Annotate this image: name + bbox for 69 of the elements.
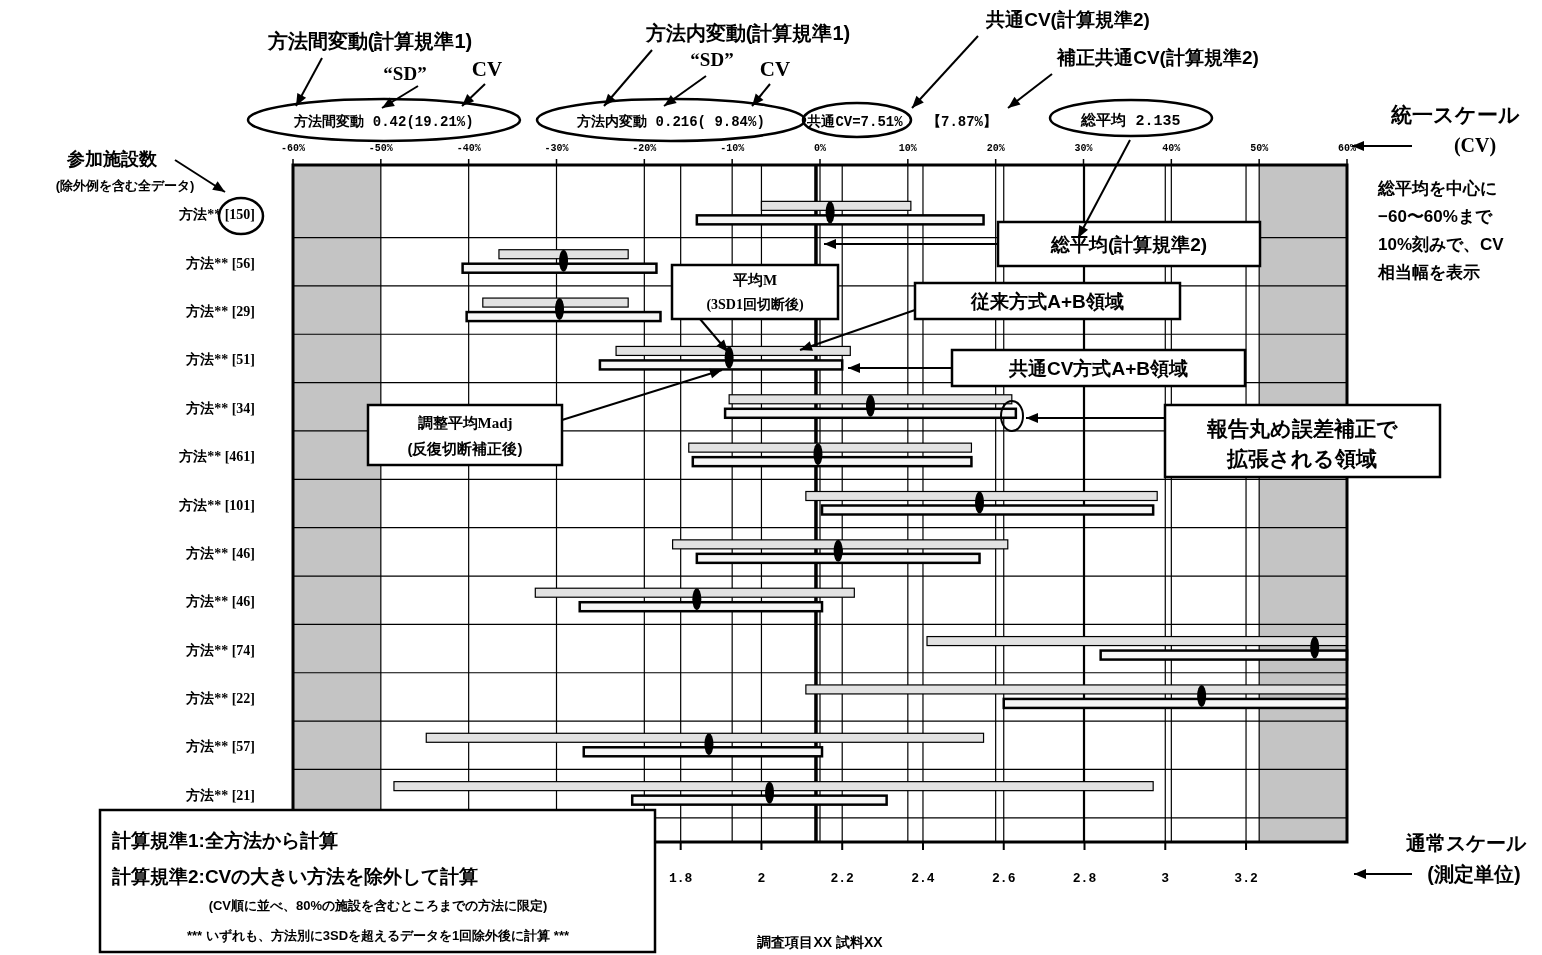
text: (除外例を含む全データ) [55,178,195,193]
text: CV [471,57,503,81]
text: 相当幅を表示 [1377,263,1480,282]
x2-axis-title: 統一スケール [1389,103,1520,126]
x-tick-label: 3 [1161,871,1170,886]
annotation: 報告丸め誤差補正で [1205,417,1398,440]
text: 10%刻みで、CV [1378,235,1505,254]
y-tick-label: 方法** [56] [185,254,255,271]
y-tick-label: 方法** [74] [185,641,255,658]
y-tick-label: 方法** [34] [185,399,255,416]
x2-tick-label: -30% [544,143,569,154]
text: 総平均を中心に [1377,179,1497,198]
annotation: 調整平均Madj [417,414,513,431]
series-label: 共通CV方式A+B領域 [1008,358,1188,379]
annotation: (3SD1回切断後) [706,297,804,313]
text: (CV) [1453,134,1497,157]
text: 計算規準2:CVの大きい方法を除外して計算 [111,866,479,887]
x2-tick-label: -10% [720,143,745,154]
text: (CV順に並べ、80%の施設を含むところまでの方法に限定) [208,898,548,913]
x-tick-label: 2.4 [911,871,935,886]
text: (測定単位) [1427,863,1521,885]
y-tick-label: 方法** [51] [185,351,255,368]
x2-tick-label: -50% [368,143,393,154]
text: 方法間変動 0.42(19.21%) [293,113,474,130]
annotation: 総平均(計算規準2) [1049,234,1208,255]
x-axis-title: 通常スケール [1405,832,1527,854]
text: 共通CV=7.51% [806,113,904,130]
annotation: 平均M [731,272,778,288]
x-tick-label: 2.2 [830,871,855,886]
text: 【7.87%】 [926,114,998,130]
annotation: 計算規準1:全方法から計算 [111,830,338,851]
x2-tick-label: 10% [898,143,917,154]
y-tick-label: 方法** [22] [185,689,255,706]
y-tick-label: 方法** [101] [178,496,255,513]
x2-tick-label: 40% [1162,143,1181,154]
y-tick-label: 方法** [461] [178,448,255,465]
text: 方法内変動 0.216( 9.84%) [576,113,765,130]
text: “SD” [383,63,427,84]
text: 方法間変動(計算規準1) [266,30,473,52]
x-tick-label: 2.6 [992,871,1016,886]
x-tick-label: 3.2 [1234,871,1258,886]
x2-tick-label: 30% [1074,143,1093,154]
text: 調査項目XX 試料XX [757,934,884,950]
y-tick-label: 方法** [46] [185,544,255,561]
x2-tick-label: 0% [813,143,827,154]
annotation: (反復切断補正後) [407,440,523,457]
y-tick-label: 方法** [57] [185,738,255,755]
text: 従来方式A+B領域 [970,291,1124,312]
text: *** いずれも、方法別に3SDを超えるデータを1回除外後に計算 *** [186,928,570,943]
y-tick-label: 方法** [46] [185,593,255,610]
y-tick-label: 方法** [21] [185,786,255,803]
x2-tick-label: -40% [456,143,481,154]
text: “SD” [690,49,734,70]
x2-tick-label: -60% [280,143,306,154]
x-tick-label: 2.8 [1072,871,1097,886]
y-tick-label: 方法** [29] [185,303,255,320]
x-tick-label: 1.8 [668,871,693,886]
text: 共通CV(計算規準2) [985,9,1150,30]
annotation: 拡張される領域 [1226,447,1377,471]
text: CV [759,57,791,81]
x2-tick-label: 20% [986,143,1005,154]
text: −60〜60%まで [1378,207,1493,226]
text: 方法内変動(計算規準1) [644,22,851,44]
y-axis-title: 参加施設数 [66,149,158,169]
x2-tick-label: -20% [632,143,657,154]
text: 総平均 2.135 [1080,112,1181,130]
x-tick-label: 2 [757,871,766,886]
x2-tick-label: 50% [1250,143,1269,154]
text: 補正共通CV(計算規準2) [1056,47,1259,68]
